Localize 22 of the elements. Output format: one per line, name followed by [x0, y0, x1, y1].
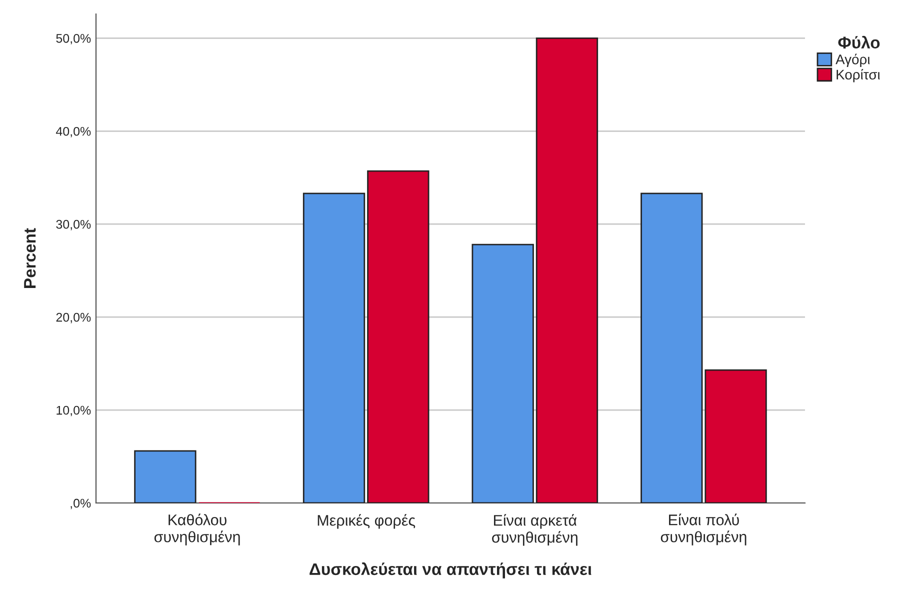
- y-axis-title: Percent: [24, 228, 36, 288]
- legend-title: Φύλο: [838, 36, 880, 49]
- bar: [367, 170, 430, 503]
- legend-label: Κορίτσι: [836, 68, 880, 82]
- bar: [472, 244, 534, 503]
- bar: [302, 192, 366, 503]
- x-tick-label: Είναι πολύ συνηθισμένη: [660, 514, 746, 546]
- y-tick-label: 20,0%: [56, 312, 91, 324]
- x-tick-label: Είναι αρκετά συνηθισμένη: [492, 514, 578, 546]
- y-tick-label: 40,0%: [56, 126, 91, 138]
- bar: [536, 37, 598, 503]
- y-tick-label: ,0%: [70, 498, 91, 510]
- bar: [134, 450, 196, 503]
- y-tick-label: 30,0%: [56, 220, 91, 230]
- y-tick-label: 50,0%: [56, 34, 91, 44]
- legend-label: Αγόρι: [836, 54, 870, 68]
- x-tick-label: Καθόλου συνηθισμένη: [154, 514, 240, 546]
- x-tick-label: Μερικές φορές: [318, 514, 416, 529]
- y-tick-label: 10,0%: [56, 406, 91, 416]
- x-axis-title: Δυσκολεύεται να απαντήσει τι κάνει: [310, 562, 592, 578]
- bar: [704, 369, 767, 503]
- bar: [640, 192, 703, 503]
